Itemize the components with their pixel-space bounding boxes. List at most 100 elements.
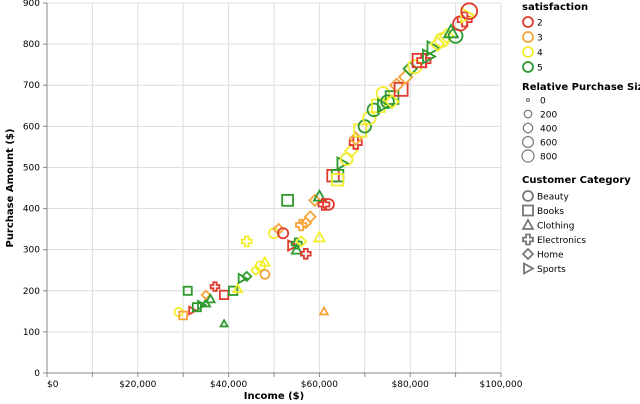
data-point	[258, 255, 272, 267]
legend-relative-purchase-size: Relative Purchase Size 0 200 400 600 800	[521, 82, 640, 163]
legend-shape-swatch	[523, 261, 535, 276]
legend-color-swatch	[522, 31, 534, 43]
data-point	[353, 123, 368, 138]
data-point	[429, 36, 446, 53]
data-point	[303, 210, 317, 224]
legend-color-swatch	[522, 61, 534, 73]
data-point	[204, 292, 217, 304]
y-tick-label: 800	[23, 40, 40, 50]
legend-satisfaction: satisfaction 2 3 4 5	[522, 2, 588, 74]
data-point	[330, 169, 345, 183]
legend-size-swatch	[521, 149, 535, 163]
legend-customer-category: Customer Category Beauty Books Clothing Ele…	[521, 175, 631, 276]
axes: $0 $20,000 $40,000 $60,000 $80,000 $100,000 0 1…	[23, 0, 523, 390]
y-tick-label: 700	[23, 81, 40, 91]
data-point	[384, 90, 400, 105]
legend-size-swatch	[525, 97, 531, 103]
data-point	[299, 247, 312, 260]
y-tick-label: 400	[23, 205, 40, 215]
x-tick-label: $80,000	[392, 380, 429, 390]
data-point	[312, 230, 327, 243]
x-tick-label: $100,000	[480, 380, 523, 390]
legend-category-title: Customer Category	[522, 175, 631, 186]
legend-size-label: 800	[540, 153, 557, 163]
data-point	[287, 239, 300, 253]
data-point	[348, 131, 364, 146]
data-point	[438, 27, 455, 45]
legend-color-swatch	[522, 16, 534, 28]
data-point	[241, 270, 253, 283]
data-point	[290, 237, 303, 250]
y-tick-label: 0	[34, 369, 40, 379]
legend-size-swatch	[522, 122, 534, 134]
data-point	[277, 227, 290, 240]
data-point	[294, 235, 308, 248]
data-point	[312, 188, 327, 202]
legend-shape-label: Sports	[537, 265, 566, 275]
data-point	[434, 32, 450, 48]
legend-color-label: 2	[537, 19, 543, 29]
data-point	[200, 289, 212, 301]
data-point	[416, 52, 432, 69]
data-point	[380, 94, 395, 109]
legend-shape-label: Home	[537, 251, 564, 261]
legend-color-label: 5	[537, 64, 543, 74]
legend-shape-label: Electronics	[537, 236, 586, 246]
data-point	[308, 193, 322, 208]
legend-size-label: 0	[540, 97, 546, 107]
data-point	[362, 110, 377, 126]
legend-size-label: 600	[540, 139, 557, 149]
y-tick-label: 900	[23, 0, 40, 9]
data-point	[281, 193, 294, 207]
legend-shape-swatch	[522, 204, 534, 217]
data-point	[384, 94, 400, 110]
data-point	[422, 48, 437, 65]
data-point	[318, 305, 330, 316]
data-point	[178, 310, 188, 321]
legend-color-label: 3	[537, 34, 543, 44]
data-point	[357, 119, 372, 134]
data-point	[393, 81, 409, 97]
data-point	[375, 86, 391, 101]
data-point	[209, 281, 221, 292]
y-tick-label: 200	[23, 287, 40, 297]
data-point	[228, 285, 239, 296]
x-tick-label: $60,000	[301, 380, 338, 390]
y-axis-title: Purchase Amount ($)	[5, 128, 16, 247]
data-point	[182, 285, 193, 296]
data-point	[456, 11, 473, 28]
data-point	[460, 2, 479, 21]
y-tick-label: 300	[23, 246, 40, 256]
legend-size-label: 200	[540, 111, 557, 121]
x-tick-label: $0	[47, 380, 59, 390]
data-point	[348, 135, 363, 150]
y-tick-label: 600	[23, 122, 40, 132]
data-point	[326, 169, 340, 183]
data-point	[442, 23, 460, 39]
legend-size-swatch	[523, 109, 533, 119]
legend-shape-swatch	[521, 247, 535, 261]
legend-color-swatch	[522, 46, 534, 58]
data-point	[322, 198, 335, 211]
legend-shape-label: Books	[537, 207, 564, 217]
data-point	[295, 218, 308, 232]
x-tick-label: $40,000	[210, 380, 247, 390]
legend-shape-swatch	[522, 190, 534, 202]
legend-shape-label: Beauty	[537, 193, 569, 203]
legend-shape-swatch	[522, 233, 534, 246]
data-point	[218, 289, 230, 300]
legend-shape-swatch	[521, 218, 535, 230]
data-point	[259, 268, 271, 280]
legend-satisfaction-title: satisfaction	[522, 2, 588, 13]
data-point	[377, 97, 392, 114]
data-point	[249, 264, 262, 277]
legend-size-label: 400	[540, 125, 557, 135]
data-point	[219, 318, 230, 328]
y-tick-label: 100	[23, 328, 40, 338]
legend-size-swatch	[521, 135, 535, 149]
legend-shape-label: Clothing	[537, 222, 574, 232]
data-point	[330, 173, 345, 187]
data-point	[426, 39, 442, 57]
